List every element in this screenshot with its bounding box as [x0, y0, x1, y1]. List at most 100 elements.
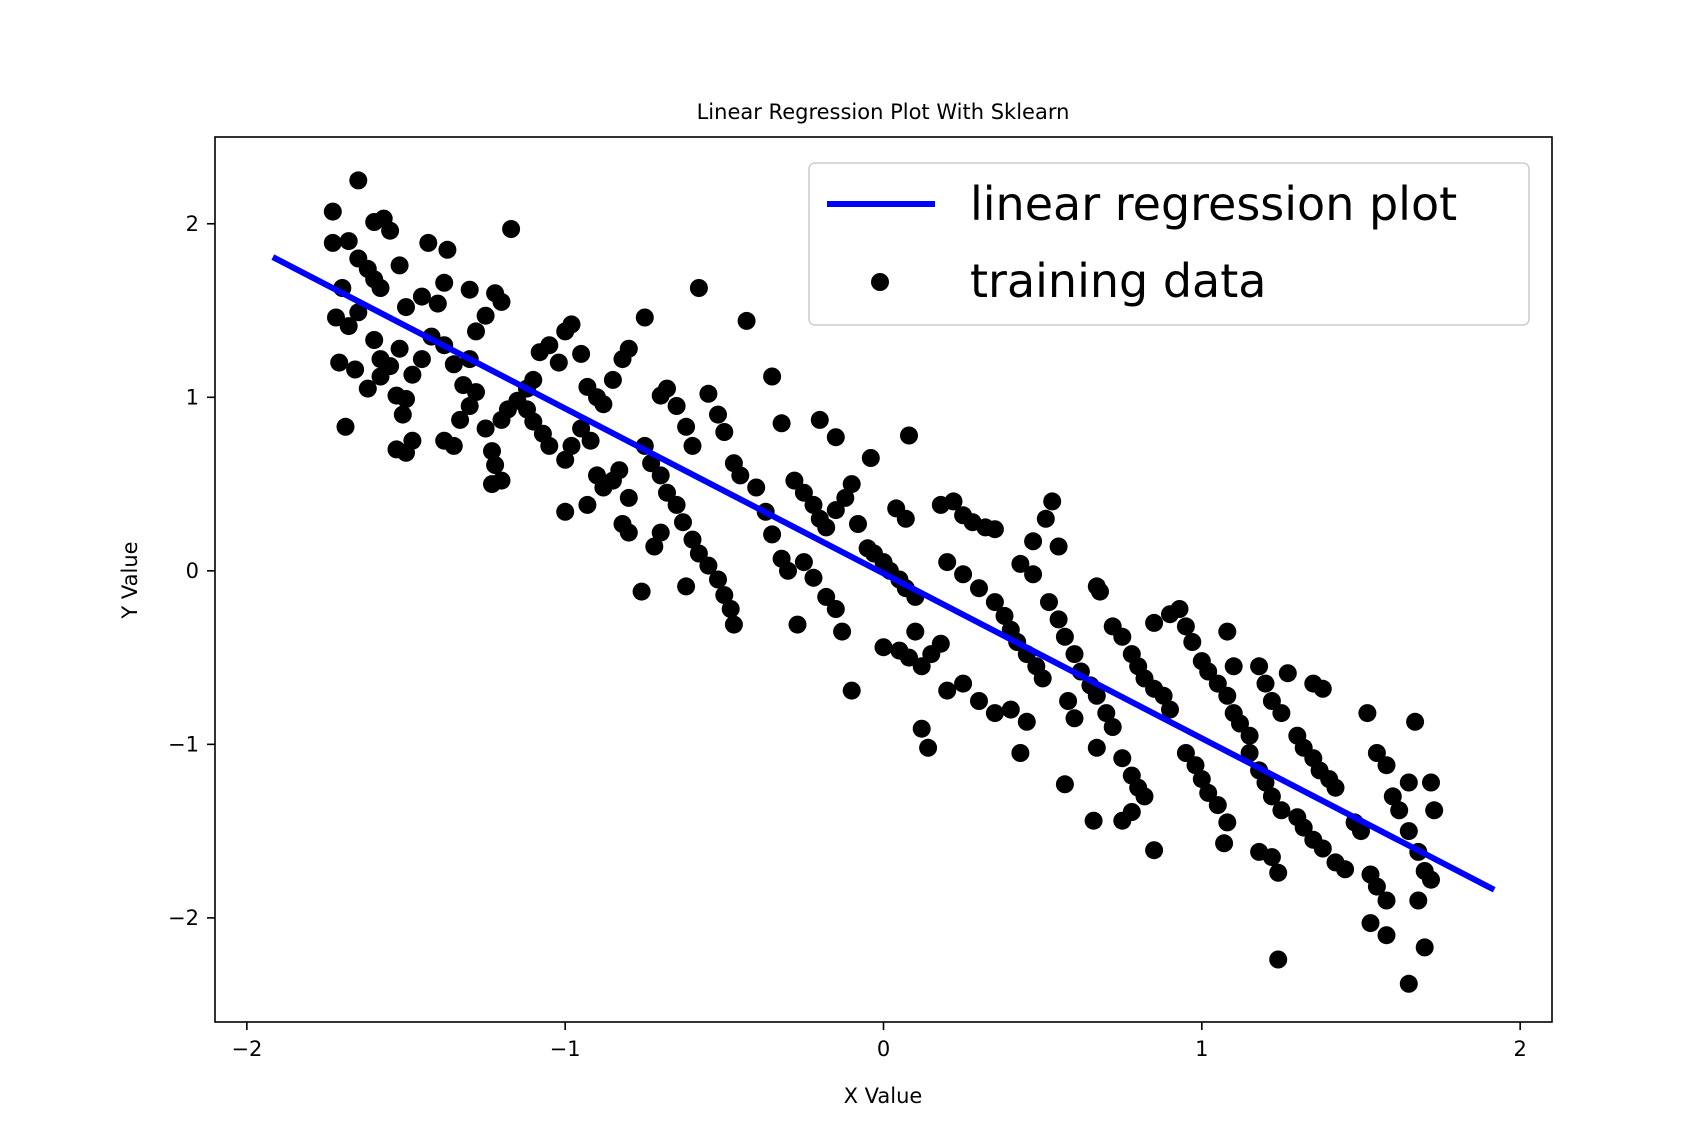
data-point [1377, 756, 1396, 775]
data-point [336, 417, 355, 436]
data-point [836, 488, 855, 507]
data-point [794, 553, 813, 572]
data-point [1011, 744, 1030, 762]
data-point [467, 322, 485, 341]
data-point [1262, 692, 1281, 710]
x-axis-label: X Value [844, 1084, 923, 1108]
data-point [1135, 787, 1154, 806]
data-point [1256, 674, 1275, 693]
data-point [365, 331, 384, 349]
data-point [556, 502, 575, 521]
data-point [451, 410, 470, 429]
data-point [954, 565, 973, 584]
data-point [562, 315, 581, 334]
data-point [1145, 613, 1164, 632]
data-point [912, 657, 931, 676]
data-point [1399, 773, 1418, 792]
data-point [1415, 938, 1434, 957]
data-point [677, 417, 696, 436]
data-point [772, 414, 791, 433]
data-point [1176, 617, 1195, 636]
data-point [483, 442, 501, 461]
data-point [747, 478, 766, 497]
data-point [358, 379, 377, 398]
data-point [1183, 633, 1202, 651]
data-point [412, 350, 431, 369]
data-point [467, 383, 485, 402]
data-point [619, 488, 638, 507]
data-point [578, 495, 597, 514]
data-point [1055, 775, 1074, 794]
data-point [349, 303, 368, 322]
data-point [397, 298, 415, 317]
x-tick-label: 1 [1195, 1037, 1208, 1061]
data-point [444, 355, 463, 374]
data-point [919, 738, 938, 757]
data-point [1383, 787, 1402, 806]
line-layer [271, 254, 1496, 893]
data-point [1001, 700, 1020, 719]
data-point [715, 586, 734, 605]
data-point [1113, 749, 1132, 768]
data-point [842, 681, 861, 700]
data-point [794, 483, 813, 502]
data-point [651, 466, 670, 485]
data-point [556, 450, 575, 469]
data-point [900, 426, 918, 445]
data-point [938, 553, 957, 572]
legend-box [808, 162, 1530, 326]
data-point [1145, 841, 1164, 860]
data-point [900, 648, 918, 667]
data-point [1192, 770, 1211, 789]
data-point [1199, 783, 1218, 802]
data-point [861, 449, 880, 467]
data-point [985, 704, 1004, 723]
data-point [1113, 627, 1132, 646]
data-point [874, 638, 893, 657]
data-point [817, 518, 836, 537]
data-point [572, 419, 591, 438]
data-point [683, 530, 702, 549]
data-point [603, 370, 622, 389]
data-point [1084, 811, 1103, 830]
data-point [737, 311, 756, 330]
data-point [323, 233, 342, 252]
data-point [339, 232, 358, 251]
data-point [1091, 582, 1109, 601]
data-point [1224, 657, 1243, 676]
data-point [985, 520, 1004, 539]
data-point [444, 436, 463, 455]
data-point [327, 308, 345, 327]
data-point [645, 537, 664, 556]
data-point [763, 525, 782, 544]
data-point [549, 353, 568, 372]
data-point [826, 600, 845, 618]
data-point [826, 428, 845, 447]
data-point [954, 674, 973, 693]
data-point [651, 523, 670, 542]
legend-label-points: training data [970, 254, 1266, 308]
data-point [1087, 686, 1106, 705]
data-point [1161, 700, 1179, 719]
data-point [381, 221, 400, 240]
data-point [1262, 787, 1281, 806]
data-point [721, 600, 740, 618]
regression-line [271, 254, 1496, 893]
data-point [1122, 803, 1141, 821]
data-point [486, 456, 505, 474]
data-point [1336, 860, 1355, 879]
data-point [502, 220, 521, 238]
data-point [674, 513, 692, 532]
data-point [1170, 600, 1189, 618]
data-point [635, 308, 654, 327]
data-point [817, 587, 836, 606]
data-point [896, 509, 915, 528]
data-point [1272, 801, 1291, 820]
data-point [1422, 773, 1440, 792]
data-point [1231, 714, 1249, 733]
data-point [1055, 627, 1074, 646]
data-point [833, 622, 852, 641]
data-point [658, 379, 676, 398]
x-ticks: −2 −1 0 1 2 [231, 1022, 1527, 1061]
